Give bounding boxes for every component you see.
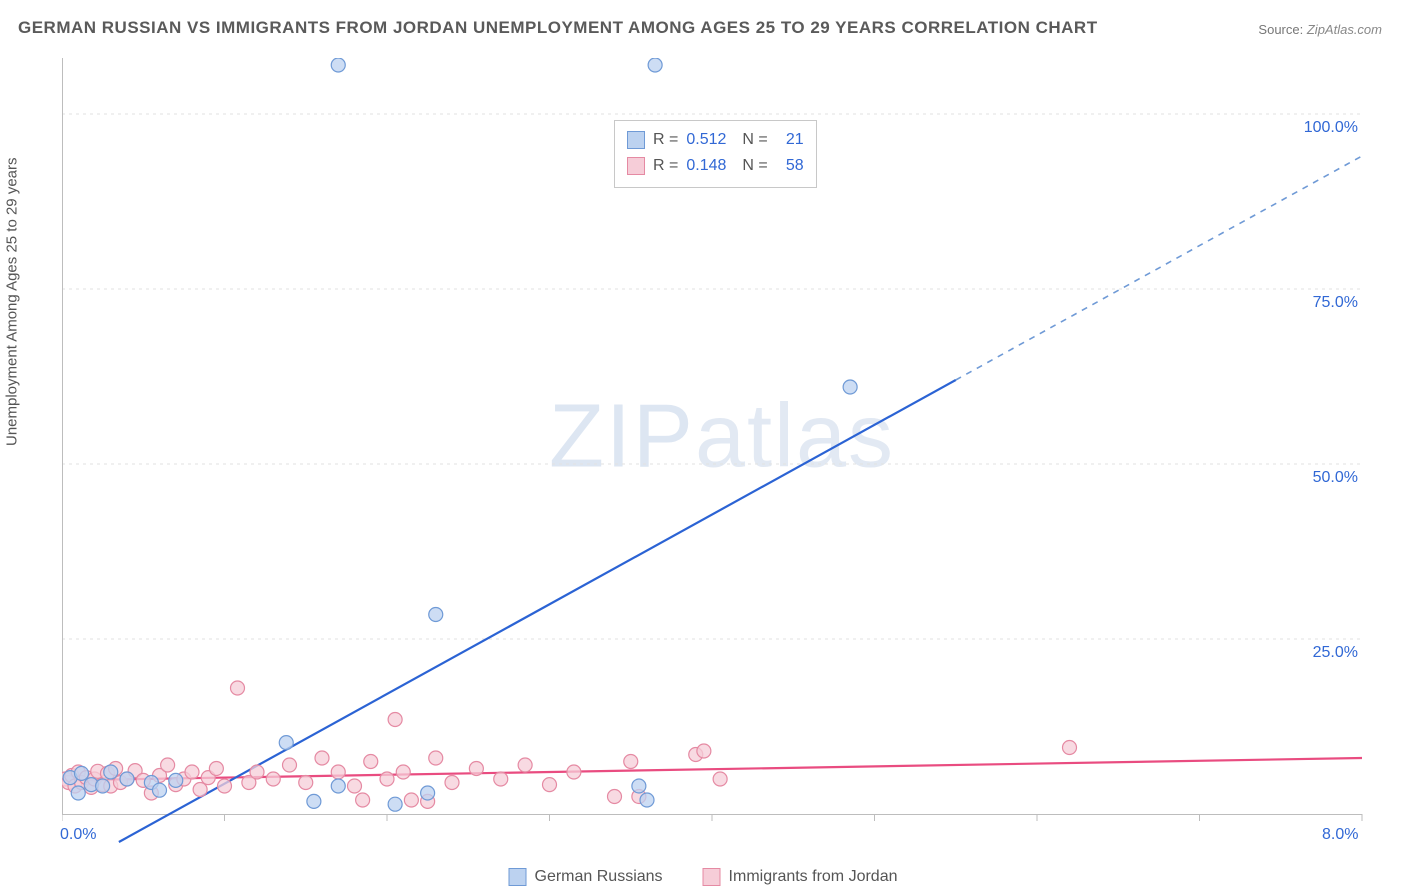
stats-r-value: 0.512 bbox=[686, 131, 734, 149]
source-attribution: Source: ZipAtlas.com bbox=[1258, 22, 1382, 37]
x-axis-origin-label: 0.0% bbox=[60, 826, 96, 844]
stats-r-value: 0.148 bbox=[686, 157, 734, 175]
legend-item-immigrants-jordan: Immigrants from Jordan bbox=[703, 868, 898, 886]
stats-swatch-icon bbox=[627, 157, 645, 175]
legend-label: Immigrants from Jordan bbox=[729, 868, 898, 886]
stats-r-label: R = bbox=[653, 157, 678, 175]
stats-legend-box: R = 0.512 N = 21 R = 0.148 N = 58 bbox=[614, 120, 817, 188]
source-label: Source: bbox=[1258, 22, 1303, 37]
svg-text:50.0%: 50.0% bbox=[1313, 469, 1358, 486]
stats-row-german_russians: R = 0.512 N = 21 bbox=[627, 127, 804, 153]
svg-text:25.0%: 25.0% bbox=[1313, 644, 1358, 661]
source-value: ZipAtlas.com bbox=[1307, 22, 1382, 37]
legend-label: German Russians bbox=[535, 868, 663, 886]
plot-area: ZIPatlas 25.0%50.0%75.0%100.0% R =0.512N… bbox=[62, 58, 1382, 848]
stats-n-label: N = bbox=[742, 131, 767, 149]
svg-text:75.0%: 75.0% bbox=[1313, 294, 1358, 311]
legend-swatch-icon bbox=[703, 868, 721, 886]
svg-text:100.0%: 100.0% bbox=[1304, 119, 1358, 136]
stats-n-value: 21 bbox=[776, 131, 804, 149]
y-axis-label: Unemployment Among Ages 25 to 29 years bbox=[4, 157, 21, 446]
legend-item-german-russians: German Russians bbox=[509, 868, 663, 886]
stats-n-label: N = bbox=[742, 157, 767, 175]
legend-bottom: German Russians Immigrants from Jordan bbox=[509, 868, 898, 886]
stats-swatch-icon bbox=[627, 131, 645, 149]
chart-title: GERMAN RUSSIAN VS IMMIGRANTS FROM JORDAN… bbox=[18, 18, 1098, 38]
stats-r-label: R = bbox=[653, 131, 678, 149]
stats-row-immigrants_jordan: R = 0.148 N = 58 bbox=[627, 153, 804, 179]
stats-n-value: 58 bbox=[776, 157, 804, 175]
legend-swatch-icon bbox=[509, 868, 527, 886]
x-axis-end-label: 8.0% bbox=[1322, 826, 1358, 844]
